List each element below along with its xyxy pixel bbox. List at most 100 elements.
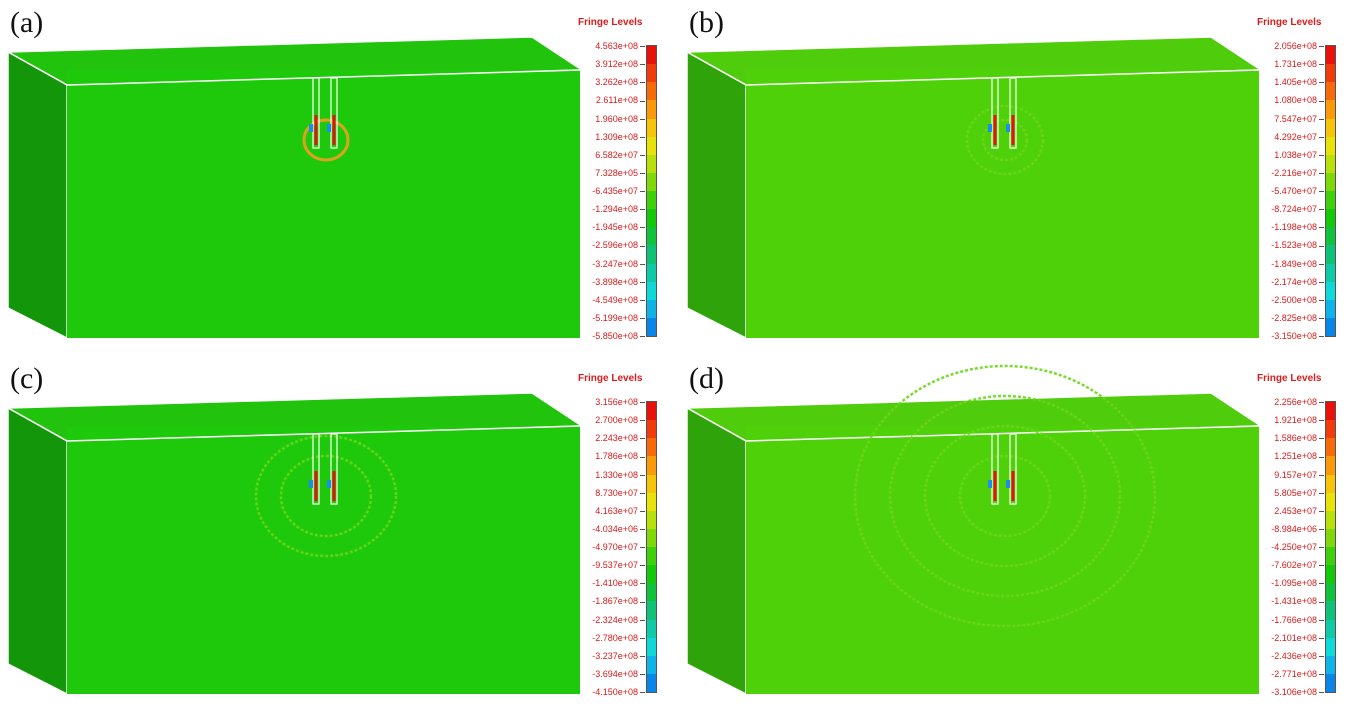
legend-value: -5.470e+07 — [1271, 186, 1324, 196]
color-scale-segment — [1326, 402, 1335, 421]
panel-label: (b) — [689, 6, 724, 39]
legend-value: 2.611e+08 — [596, 95, 645, 105]
color-scale-bar — [1325, 401, 1336, 693]
legend-value: 6.582e+07 — [595, 150, 645, 160]
color-scale-segment — [647, 281, 656, 300]
charge-column — [1011, 471, 1015, 501]
color-scale-bar — [1325, 45, 1336, 337]
front-face — [67, 70, 580, 338]
legend-value: 7.547e+07 — [1274, 114, 1324, 124]
color-scale-segment — [647, 655, 656, 674]
color-scale-segment — [647, 438, 656, 457]
legend-value: 4.163e+07 — [595, 506, 645, 516]
legend-value: -2.324e+08 — [592, 615, 645, 625]
legend-value: 9.157e+07 — [1274, 470, 1324, 480]
panel-b: (b) Fringe Levels 2.056e+08 1.731e+08 1.405e… — [679, 0, 1357, 355]
color-scale-segment — [1326, 510, 1335, 529]
model-box — [684, 364, 1259, 696]
legend-value: 1.080e+08 — [1274, 95, 1324, 105]
color-scale-segment — [647, 673, 656, 692]
color-scale-segment — [647, 637, 656, 656]
compression-zone — [327, 480, 331, 488]
legend-value: -2.216e+07 — [1271, 168, 1324, 178]
color-scale-segment — [1326, 637, 1335, 656]
color-scale-segment — [647, 191, 656, 210]
legend-value: 1.960e+08 — [595, 114, 645, 124]
front-face — [746, 426, 1259, 694]
side-face — [7, 50, 68, 340]
stress-wave — [853, 364, 1157, 628]
color-scale-segment — [647, 402, 656, 421]
legend-value: 4.292e+07 — [1274, 132, 1324, 142]
color-scale-segment — [1326, 82, 1335, 101]
legend-value: 1.586e+08 — [1274, 433, 1324, 443]
color-scale-bar — [646, 45, 657, 337]
color-scale-segment — [1326, 456, 1335, 475]
color-scale-segment — [1326, 191, 1335, 210]
color-scale-segment — [647, 154, 656, 173]
legend-value: -2.101e+08 — [1271, 633, 1324, 643]
legend-value: -5.199e+08 — [592, 313, 645, 323]
borehole — [991, 77, 999, 149]
legend-value: -9.537e+07 — [592, 560, 645, 570]
stress-wave — [981, 118, 1029, 162]
legend-value: -1.766e+08 — [1271, 615, 1324, 625]
legend-value: -8.724e+07 — [1271, 204, 1324, 214]
borehole — [312, 77, 320, 149]
color-scale-segment — [1326, 565, 1335, 584]
color-scale-segment — [1326, 227, 1335, 246]
legend-title: Fringe Levels — [1257, 17, 1322, 28]
stress-wave — [279, 454, 373, 538]
color-scale-segment — [647, 317, 656, 336]
color-scale-segment — [1326, 492, 1335, 511]
color-scale-segment — [1326, 474, 1335, 493]
charge-column — [332, 115, 336, 145]
borehole — [330, 77, 338, 149]
legend-value: 2.056e+08 — [1274, 41, 1324, 51]
color-scale-segment — [1326, 299, 1335, 318]
color-scale-segment — [647, 209, 656, 228]
color-scale-segment — [1326, 245, 1335, 264]
fringe-legend: Fringe Levels 3.156e+08 2.700e+08 2.243e+08… — [568, 373, 678, 703]
charge-column — [332, 471, 336, 501]
legend-value: -4.034e+06 — [592, 524, 645, 534]
compression-zone — [1006, 124, 1010, 132]
legend-title: Fringe Levels — [578, 373, 643, 384]
legend-value: -2.436e+08 — [1271, 651, 1324, 661]
legend-value: -4.970e+07 — [592, 542, 645, 552]
color-scale-segment — [1326, 281, 1335, 300]
color-scale-segment — [647, 136, 656, 155]
legend-value: -3.237e+08 — [592, 651, 645, 661]
color-scale-segment — [1326, 317, 1335, 336]
legend-title: Fringe Levels — [578, 17, 643, 28]
color-scale-segment — [647, 227, 656, 246]
compression-zone — [988, 124, 992, 132]
panel-a: (a) Fringe Levels 4.563e+08 3.912e+08 3.262e… — [0, 0, 678, 355]
borehole — [991, 433, 999, 505]
legend-value: 3.262e+08 — [595, 77, 645, 87]
panel-c: (c) Fringe Levels 3.156e+08 2.700e+08 2.243e… — [0, 356, 678, 711]
color-scale-segment — [647, 547, 656, 566]
color-scale-segment — [1326, 547, 1335, 566]
legend-value: 2.256e+08 — [1274, 397, 1324, 407]
stress-wave — [923, 424, 1087, 568]
panel-d: (d) Fringe Levels 2.256e+08 1.921e+08 1.586e… — [679, 356, 1357, 711]
legend-value: -2.771e+08 — [1271, 669, 1324, 679]
legend-value: -5.850e+08 — [592, 331, 645, 341]
legend-value: -4.549e+08 — [592, 295, 645, 305]
color-scale-segment — [1326, 601, 1335, 620]
legend-value: 2.243e+08 — [595, 433, 645, 443]
panel-label: (c) — [10, 362, 44, 395]
color-scale-segment — [1326, 172, 1335, 191]
legend-value: 1.731e+08 — [1274, 59, 1324, 69]
legend-value: 3.156e+08 — [595, 397, 645, 407]
stress-wave — [254, 434, 398, 558]
compression-zone — [1006, 480, 1010, 488]
color-scale-segment — [1326, 655, 1335, 674]
stress-wave — [958, 454, 1052, 538]
legend-value: 1.309e+08 — [595, 132, 645, 142]
color-scale-segment — [647, 528, 656, 547]
color-scale-segment — [647, 510, 656, 529]
charge-column — [993, 471, 997, 501]
color-scale-segment — [647, 263, 656, 282]
